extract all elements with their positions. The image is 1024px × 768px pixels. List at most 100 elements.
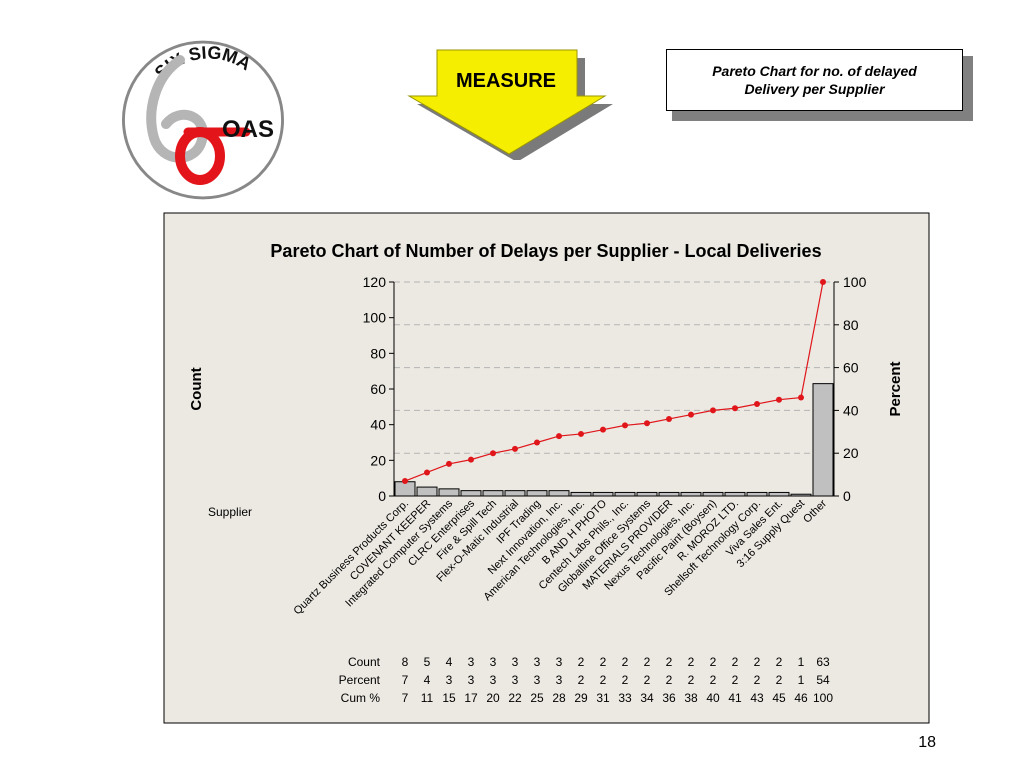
measure-label: MEASURE <box>455 70 556 92</box>
bar <box>526 490 548 497</box>
cum-point <box>732 405 738 412</box>
table-cell: 2 <box>732 655 739 669</box>
table-cell: 1 <box>798 673 805 687</box>
table-cell: 2 <box>710 673 717 687</box>
table-cell: 3 <box>556 655 563 669</box>
bar <box>702 491 724 497</box>
bar <box>460 490 482 497</box>
y2-tick-label: 60 <box>843 360 859 376</box>
cum-point <box>688 411 694 418</box>
table-cell: 3 <box>556 673 563 687</box>
table-cell: 25 <box>530 691 544 705</box>
cum-point <box>446 460 452 467</box>
table-cell: 3 <box>446 673 453 687</box>
cum-point <box>776 396 782 403</box>
table-cell: 22 <box>508 691 522 705</box>
table-row-label: Count <box>348 655 381 669</box>
y2-tick-label: 0 <box>843 488 851 504</box>
logo-oas-text: OAS <box>222 116 274 143</box>
table-cell: 2 <box>776 655 783 669</box>
y2-tick-label: 40 <box>843 402 859 418</box>
table-cell: 3 <box>512 655 519 669</box>
cum-point <box>424 469 430 476</box>
table-cell: 7 <box>402 673 409 687</box>
y-tick-label: 100 <box>363 310 387 326</box>
table-cell: 2 <box>776 673 783 687</box>
cum-point <box>600 426 606 433</box>
table-cell: 3 <box>512 673 519 687</box>
table-cell: 4 <box>424 673 431 687</box>
bar <box>636 491 658 497</box>
bar <box>680 491 702 497</box>
cum-point <box>666 415 672 422</box>
table-cell: 43 <box>750 691 764 705</box>
table-cell: 31 <box>596 691 610 705</box>
table-cell: 3 <box>534 655 541 669</box>
table-cell: 4 <box>446 655 453 669</box>
table-cell: 2 <box>666 655 673 669</box>
table-cell: 20 <box>486 691 500 705</box>
table-cell: 3 <box>534 673 541 687</box>
cum-point <box>534 439 540 446</box>
table-cell: 1 <box>798 655 805 669</box>
table-cell: 28 <box>552 691 566 705</box>
cum-point <box>490 450 496 457</box>
y2-axis-label: Percent <box>887 361 904 416</box>
table-cell: 2 <box>578 673 585 687</box>
page-number: 18 <box>918 734 936 751</box>
y2-tick-label: 100 <box>843 274 867 290</box>
bar <box>570 491 592 497</box>
y-tick-label: 0 <box>378 488 386 504</box>
table-cell: 29 <box>574 691 588 705</box>
bar <box>768 491 790 497</box>
cum-point <box>556 433 562 440</box>
bar <box>746 491 768 497</box>
gridlines <box>394 281 834 454</box>
y2-tick-label: 80 <box>843 317 859 333</box>
table-cell: 2 <box>644 673 651 687</box>
six-sigma-oas-logo: SIX SIGMA OAS <box>122 40 284 200</box>
cum-point <box>710 407 716 414</box>
cum-line <box>404 281 824 482</box>
table-cell: 7 <box>402 691 409 705</box>
table-cell: 2 <box>688 655 695 669</box>
table-cell: 2 <box>600 673 607 687</box>
table-cell: 3 <box>468 673 475 687</box>
table-cell: 41 <box>728 691 742 705</box>
x-axis-label: Supplier <box>208 505 252 519</box>
table-cell: 54 <box>816 673 830 687</box>
measure-arrow <box>407 49 613 160</box>
table-cell: 33 <box>618 691 632 705</box>
table-cell: 5 <box>424 655 431 669</box>
table-cell: 34 <box>640 691 654 705</box>
table-cell: 46 <box>794 691 808 705</box>
table-cell: 17 <box>464 691 478 705</box>
bar <box>416 486 438 497</box>
table-cell: 2 <box>688 673 695 687</box>
y-tick-label: 120 <box>363 274 387 290</box>
y-tick-label: 60 <box>370 381 386 397</box>
table-cell: 2 <box>754 655 761 669</box>
y2-tick-label: 20 <box>843 445 859 461</box>
bar <box>504 490 526 497</box>
table-cell: 2 <box>666 673 673 687</box>
table-cell: 40 <box>706 691 720 705</box>
y-tick-label: 20 <box>370 452 386 468</box>
y-tick-label: 80 <box>370 345 386 361</box>
bar <box>614 491 636 497</box>
table-cell: 63 <box>816 655 830 669</box>
bar <box>812 383 834 497</box>
table-cell: 2 <box>754 673 761 687</box>
table-cell: 3 <box>468 655 475 669</box>
y-tick-label: 40 <box>370 417 386 433</box>
cum-point <box>798 394 804 401</box>
cum-point <box>578 430 584 437</box>
cum-point <box>644 420 650 427</box>
table-cell: 2 <box>578 655 585 669</box>
bar <box>592 491 614 497</box>
table-row-label: Cum % <box>341 691 381 705</box>
table-cell: 15 <box>442 691 456 705</box>
table-cell: 2 <box>622 673 629 687</box>
